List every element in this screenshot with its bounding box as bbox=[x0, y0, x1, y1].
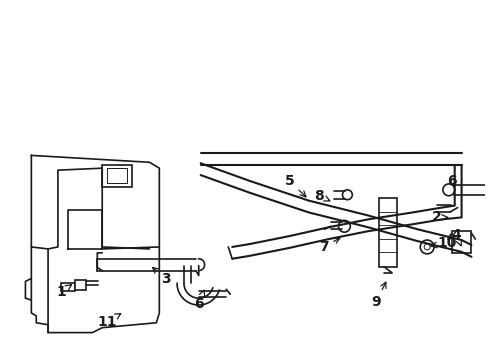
FancyBboxPatch shape bbox=[61, 283, 75, 291]
Text: 3: 3 bbox=[152, 267, 171, 286]
Text: 9: 9 bbox=[370, 282, 385, 309]
Text: 2: 2 bbox=[431, 210, 447, 224]
FancyBboxPatch shape bbox=[75, 280, 86, 290]
FancyBboxPatch shape bbox=[378, 198, 396, 267]
Text: 6: 6 bbox=[194, 290, 204, 311]
Text: 10: 10 bbox=[430, 236, 455, 250]
Text: 5: 5 bbox=[284, 174, 305, 197]
Text: 4: 4 bbox=[451, 228, 461, 246]
Text: 1: 1 bbox=[56, 285, 71, 299]
FancyBboxPatch shape bbox=[451, 231, 470, 253]
Text: 11: 11 bbox=[97, 314, 121, 329]
Text: 8: 8 bbox=[313, 189, 329, 203]
FancyBboxPatch shape bbox=[102, 165, 131, 187]
FancyBboxPatch shape bbox=[107, 168, 126, 183]
Text: 7: 7 bbox=[318, 238, 339, 254]
Text: 6: 6 bbox=[446, 174, 456, 188]
